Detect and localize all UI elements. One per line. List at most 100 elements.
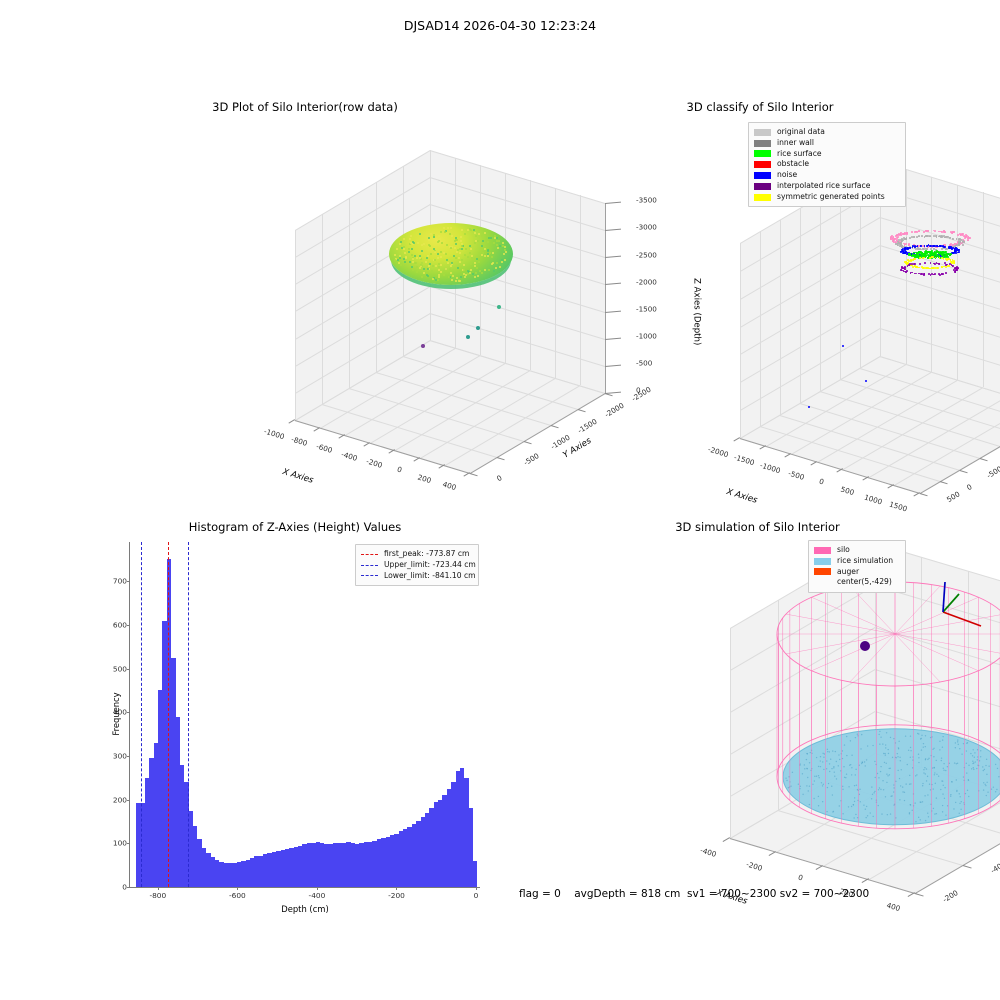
classified-point	[952, 238, 954, 240]
x-tick-label: 0	[474, 891, 479, 900]
y-tick-mark	[127, 887, 130, 888]
data-point	[495, 267, 497, 269]
legend-label: interpolated rice surface	[777, 181, 870, 192]
legend-item[interactable]: original data	[754, 127, 899, 138]
legend-label: Upper_limit: -723.44 cm	[384, 560, 476, 571]
classified-point	[906, 232, 908, 234]
data-point	[475, 240, 477, 242]
classified-point	[929, 257, 931, 259]
simulation-legend[interactable]: silo rice simulation auger center(5,-429)	[808, 540, 906, 593]
status-line: flag = 0 avgDepth = 818 cm sv1 = 700~230…	[519, 888, 869, 900]
histogram-plot-area[interactable]: 0 100 200 300 400 500 600 700 -800 -600 -400 -200 0 F…	[129, 542, 480, 888]
outlier-point	[476, 326, 480, 330]
classified-point	[911, 255, 913, 257]
classified-point	[922, 257, 924, 259]
classified-point	[937, 267, 939, 269]
data-point	[470, 248, 472, 250]
classified-point	[897, 244, 899, 246]
legend-item[interactable]: auger	[814, 567, 899, 578]
legend-label: rice simulation	[837, 556, 893, 567]
classified-point	[905, 271, 907, 273]
histogram-bar	[473, 861, 477, 887]
classified-point	[934, 230, 936, 232]
legend-item[interactable]: obstacle	[754, 159, 899, 170]
data-point	[437, 253, 439, 255]
legend-item[interactable]: symmetric generated points	[754, 192, 899, 203]
data-point	[445, 268, 447, 270]
data-point	[493, 270, 495, 272]
classified-point	[934, 273, 936, 275]
data-point	[416, 271, 418, 273]
classified-point	[925, 235, 927, 237]
classified-point	[939, 245, 941, 247]
legend-item[interactable]: Lower_limit: -841.10 cm	[361, 571, 472, 582]
classified-point	[939, 235, 941, 237]
legend-dashed-line	[361, 575, 378, 576]
legend-item[interactable]: interpolated rice surface	[754, 181, 899, 192]
legend-swatch	[754, 129, 771, 136]
data-point	[451, 235, 453, 237]
axis-tick-label: 400	[885, 900, 901, 913]
data-point	[408, 248, 410, 250]
classified-point	[914, 258, 916, 260]
legend-item[interactable]: inner wall	[754, 138, 899, 149]
classified-point	[947, 236, 949, 238]
classified-point	[914, 245, 916, 247]
legend-dashed-line	[361, 554, 378, 555]
legend-swatch	[754, 172, 771, 179]
classified-point	[902, 267, 904, 269]
legend-label: first_peak: -773.87 cm	[384, 549, 469, 560]
data-point	[501, 259, 503, 261]
data-point	[443, 252, 445, 254]
y-tick-mark	[127, 625, 130, 626]
classified-point	[929, 235, 931, 237]
legend-swatch	[754, 140, 771, 147]
y-tick-label: 700	[113, 577, 127, 586]
y-tick-mark	[127, 800, 130, 801]
legend-item[interactable]: silo	[814, 545, 899, 556]
axis-tick-label: -1000	[263, 427, 286, 442]
data-point	[417, 242, 419, 244]
data-point	[409, 261, 411, 263]
legend-label: Lower_limit: -841.10 cm	[384, 571, 476, 582]
data-point	[453, 255, 455, 257]
y-tick-label: 200	[113, 795, 127, 804]
noise-point	[842, 345, 844, 347]
legend-item[interactable]: center(5,-429)	[837, 577, 899, 588]
legend-dashed-line	[361, 565, 378, 566]
data-point	[461, 245, 463, 247]
grid-segment	[733, 437, 740, 442]
raw-3d-axes[interactable]: -1000 -800 -600 -400 -200 0 200 400 X Axies 0 -500…	[110, 120, 500, 475]
figure-suptitle: DJSAD14 2026-04-30 12:23:24	[0, 18, 1000, 33]
legend-item[interactable]: Upper_limit: -723.44 cm	[361, 560, 472, 571]
data-point	[412, 269, 414, 271]
legend-item[interactable]: first_peak: -773.87 cm	[361, 549, 472, 560]
data-point	[396, 248, 398, 250]
legend-item[interactable]: noise	[754, 170, 899, 181]
data-point	[443, 227, 445, 229]
legend-label: center(5,-429)	[837, 577, 892, 588]
axis-tick-label: 200	[417, 472, 433, 485]
data-point	[399, 255, 401, 257]
classified-point	[953, 260, 955, 262]
data-point	[463, 269, 465, 271]
legend-swatch	[754, 183, 771, 190]
legend-label: noise	[777, 170, 797, 181]
data-point	[448, 276, 450, 278]
classified-point	[902, 239, 904, 241]
legend-label: auger	[837, 567, 859, 578]
data-point	[416, 257, 418, 259]
classified-point	[941, 231, 943, 233]
y-tick-mark	[127, 843, 130, 844]
data-point	[469, 272, 471, 274]
classify-legend[interactable]: original data inner wall rice surface obsta…	[748, 122, 906, 207]
axis-tick-label: 1500	[889, 500, 909, 514]
x-tick-mark	[237, 887, 238, 890]
y-tick-label: 500	[113, 664, 127, 673]
histogram-legend[interactable]: first_peak: -773.87 cm Upper_limit: -723.…	[355, 544, 479, 586]
legend-item[interactable]: rice simulation	[814, 556, 899, 567]
legend-item[interactable]: rice surface	[754, 149, 899, 160]
panel-classify-3d: 3D classify of Silo Interior -2000 -1500-…	[560, 100, 960, 480]
classified-point	[907, 259, 909, 261]
data-point	[458, 257, 460, 259]
